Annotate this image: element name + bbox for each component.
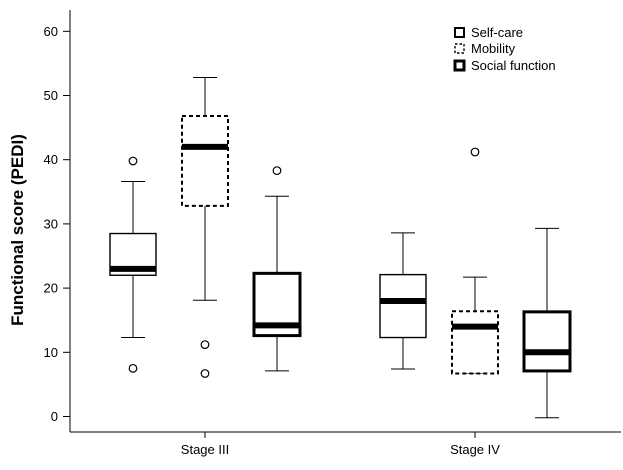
outlier-point [128, 156, 138, 166]
legend-swatch [453, 59, 466, 72]
outlier-point [200, 340, 210, 349]
box-self-care-stage-iv [379, 232, 427, 370]
outlier-point [272, 166, 282, 176]
legend-label: Self-care [471, 25, 523, 40]
outlier-point [200, 369, 210, 378]
axes: 0 10 20 30 40 50 60 Stage III Stage IV [44, 10, 621, 457]
outlier-point [470, 147, 480, 157]
legend-swatch [454, 43, 465, 54]
box-social-function-stage-iv [522, 227, 572, 419]
legend-swatch [454, 27, 465, 38]
x-tick-label: Stage IV [450, 442, 500, 457]
boxes [109, 77, 572, 419]
y-tick-label: 40 [44, 152, 58, 167]
outlier-point [128, 363, 138, 373]
box-mobility-stage-iii [181, 77, 229, 378]
y-tick-label: 20 [44, 281, 58, 296]
box [379, 273, 427, 339]
y-tick-label: 50 [44, 88, 58, 103]
box [451, 310, 499, 375]
y-tick-label: 60 [44, 24, 58, 39]
box-self-care-stage-iii [109, 156, 157, 373]
legend-label: Mobility [471, 41, 516, 56]
box [181, 115, 229, 207]
legend-label: Social function [471, 58, 556, 73]
y-tick-label: 30 [44, 216, 58, 231]
y-axis-label: Functional score (PEDI) [8, 134, 27, 326]
y-tick-label: 0 [51, 409, 58, 424]
box [522, 310, 572, 373]
box-social-function-stage-iii [252, 166, 302, 372]
box-mobility-stage-iv [451, 147, 499, 375]
x-tick-label: Stage III [181, 442, 229, 457]
y-tick-label: 10 [44, 345, 58, 360]
